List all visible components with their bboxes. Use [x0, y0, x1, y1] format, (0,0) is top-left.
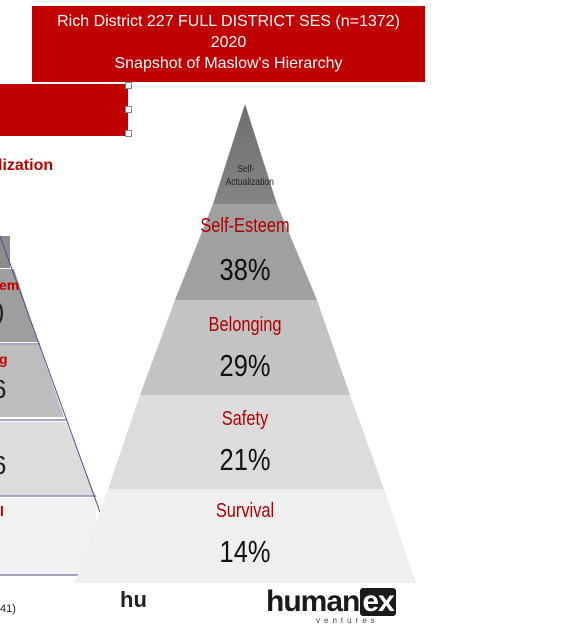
svg-text:): ) [0, 296, 5, 326]
tier-label-safety: Safety [221, 408, 269, 430]
tier-safety [108, 395, 384, 489]
left-pyramid-graphic: ) 6 6 [0, 235, 101, 576]
tier-belonging [140, 300, 350, 395]
left-top-label: lization [0, 157, 54, 174]
left-banner[interactable]: t [0, 84, 128, 136]
title-banner: Rich District 227 FULL DISTRICT SES (n=1… [32, 6, 425, 82]
logo-sub: ventures [316, 616, 379, 625]
left-footer-text: 41) [0, 603, 16, 615]
tier-self-esteem [175, 204, 317, 300]
tier-value-self-esteem: 38% [219, 252, 271, 287]
tier-value-survival: 14% [219, 534, 271, 569]
self-actualization-label: Self- Actualization [225, 163, 274, 189]
title-line-3: Snapshot of Maslow's Hierarchy [114, 55, 343, 72]
title-line-1: Rich District 227 FULL DISTRICT SES (n=1… [57, 13, 400, 30]
resize-handle[interactable] [125, 82, 132, 89]
logo-text: human [266, 585, 360, 618]
humanex-logo: human ex ventures [266, 585, 401, 625]
tier-self-actualization [213, 104, 277, 204]
resize-handle[interactable] [125, 130, 132, 137]
logo-ex: ex [360, 585, 396, 618]
left-belonging-label: g [0, 351, 8, 367]
svg-text:6: 6 [0, 374, 6, 404]
tier-survival [75, 489, 416, 583]
sa-label-line-1: Self- [237, 164, 255, 175]
tier-value-safety: 21% [219, 442, 271, 477]
tier-value-belonging: 29% [219, 348, 271, 383]
sa-label-line-2: Actualization [225, 177, 274, 188]
svg-text:6: 6 [0, 450, 6, 480]
left-esteem-label: em [0, 277, 20, 293]
left-survival-label: l [0, 503, 4, 519]
tier-label-belonging: Belonging [208, 314, 282, 336]
tier-label-survival: Survival [215, 500, 275, 522]
title-line-2: 2020 [210, 34, 247, 51]
footer-hu-fragment: hu [120, 587, 147, 612]
tier-label-self-esteem: Self-Esteem [200, 215, 290, 237]
resize-handle[interactable] [125, 106, 132, 113]
tier-labels: Self-Esteem 38% Belonging 29% Safety 21%… [145, 0, 345, 640]
